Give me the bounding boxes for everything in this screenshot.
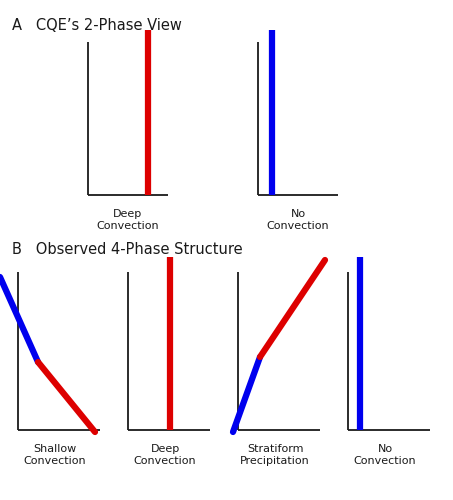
- Text: A   CQE’s 2-Phase View: A CQE’s 2-Phase View: [12, 18, 182, 33]
- Text: No
Convection: No Convection: [354, 444, 416, 466]
- Text: B   Observed 4-Phase Structure: B Observed 4-Phase Structure: [12, 242, 243, 257]
- Text: Deep
Convection: Deep Convection: [96, 209, 159, 231]
- Text: Deep
Convection: Deep Convection: [134, 444, 196, 466]
- Text: Shallow
Convection: Shallow Convection: [24, 444, 87, 466]
- Text: Stratiform
Precipitation: Stratiform Precipitation: [240, 444, 310, 466]
- Text: No
Convection: No Convection: [267, 209, 329, 231]
